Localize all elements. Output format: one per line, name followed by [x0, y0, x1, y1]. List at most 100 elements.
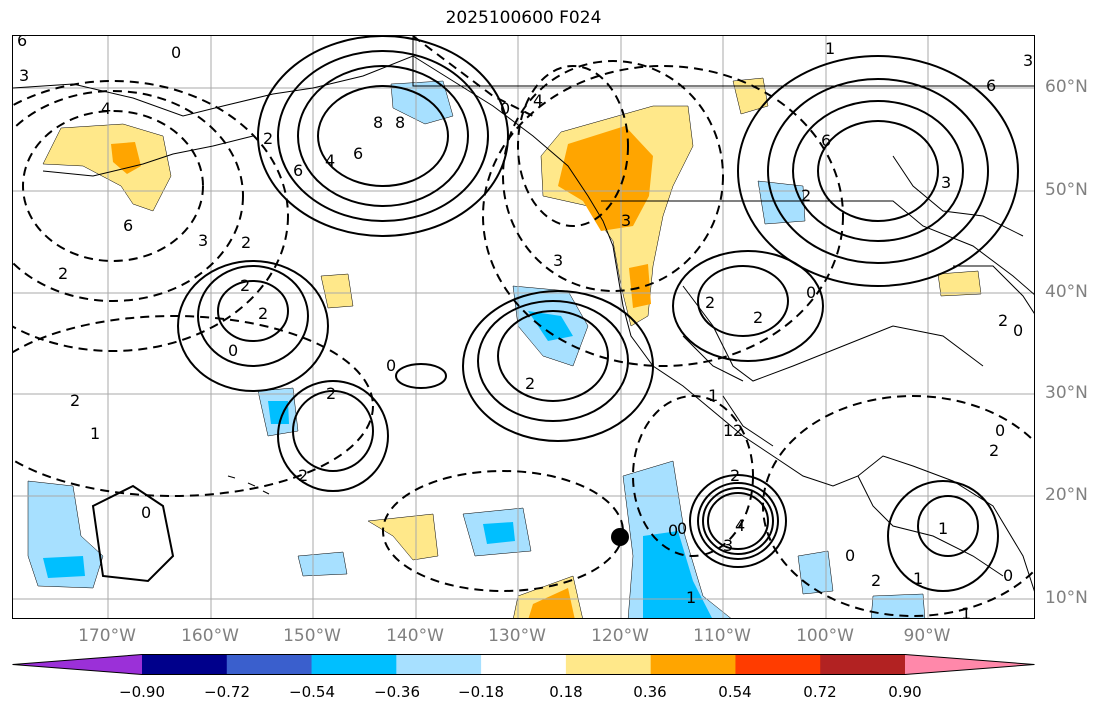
- contour-label: 1: [723, 421, 733, 440]
- lat-tick-label: 60°N: [1045, 77, 1088, 97]
- lat-tick-label: 10°N: [1045, 588, 1088, 608]
- contour-label: 2: [753, 308, 763, 327]
- map-title: 2025100600 F024: [445, 8, 602, 28]
- fill-positive-mid: [558, 126, 653, 231]
- contour-label: 8: [373, 113, 383, 132]
- fill-negative-light: [297, 551, 348, 577]
- contour-label: 0: [1013, 321, 1023, 340]
- colorbar-tick-label: 0.36: [633, 683, 667, 701]
- contour-label: 3: [621, 211, 631, 230]
- colorbar-segment: [820, 654, 906, 675]
- contour-label: 3: [198, 231, 208, 250]
- colorbar-segment: [735, 654, 821, 675]
- contour-label: 1: [708, 386, 718, 405]
- colorbar-segment: [311, 654, 397, 675]
- colorbar-tick-label: 0.90: [888, 683, 922, 701]
- fill-positive-mid: [629, 264, 651, 308]
- lon-tick-label: 90°W: [903, 626, 951, 646]
- coastlines: [13, 36, 1034, 592]
- anomaly-shading: [27, 77, 982, 618]
- contour-label: 8: [395, 113, 405, 132]
- lat-tick-label: 40°N: [1045, 282, 1088, 302]
- colorbar-tick-label: −0.36: [374, 683, 420, 701]
- lat-tick-label: 20°N: [1045, 485, 1088, 505]
- contour-label: 4: [735, 516, 745, 535]
- colorbar-segment: [481, 654, 567, 675]
- contour-label: 2: [801, 186, 811, 205]
- contour-label: 2: [989, 441, 999, 460]
- fill-negative-light: [757, 180, 806, 225]
- colorbar-segment: [905, 654, 1035, 675]
- colorbar-segment: [226, 654, 313, 675]
- contour-label: 0: [386, 356, 396, 375]
- lon-tick-label: 110°W: [693, 626, 751, 646]
- contour-label: 2: [258, 304, 268, 323]
- contour-label: 2: [241, 233, 251, 252]
- colorbar-segments: [12, 654, 1035, 675]
- lon-tick-label: 120°W: [591, 626, 649, 646]
- fill-positive-light: [367, 513, 439, 561]
- fill-negative-mid: [643, 531, 712, 618]
- contour-label: 1: [961, 604, 971, 619]
- lat-tick-label: 30°N: [1045, 383, 1088, 403]
- lon-tick-label: 160°W: [181, 626, 239, 646]
- fill-negative-light: [390, 80, 454, 125]
- map-canvas: 6 3 0 2 4 6 8 6 4 6 3 2 2 2 2 0 2 0 2 1 …: [13, 36, 1034, 619]
- contour-label: 2: [525, 374, 535, 393]
- contour-label: 3: [1023, 51, 1033, 70]
- map-panel: 6 3 0 2 4 6 8 6 4 6 3 2 2 2 2 0 2 0 2 1 …: [12, 35, 1035, 619]
- contour-label: 6: [293, 161, 303, 180]
- colorbar-tick-label: 0.54: [718, 683, 752, 701]
- contour-label: 2: [733, 421, 743, 440]
- contour-label: 2: [705, 293, 715, 312]
- colorbar-segment: [565, 654, 652, 675]
- fill-positive-mid: [528, 588, 575, 618]
- fill-positive-light: [320, 273, 354, 309]
- contour-label: 0: [1003, 566, 1013, 585]
- colorbar-segment: [12, 654, 142, 675]
- contour-label: 0: [141, 503, 151, 522]
- contour-label: 2: [871, 571, 881, 590]
- colorbar-segment: [142, 654, 228, 675]
- fill-positive-light: [732, 77, 769, 115]
- height-contours: [91, 36, 1019, 592]
- lat-tick-label: 50°N: [1045, 180, 1088, 200]
- lon-tick-label: 140°W: [386, 626, 444, 646]
- contour-label: 6: [353, 144, 363, 163]
- contour-label: 3: [723, 536, 733, 555]
- contour-label: 2: [263, 129, 273, 148]
- colorbar-segment: [396, 654, 482, 675]
- fill-negative-light: [797, 550, 834, 595]
- contour-label: 0: [228, 341, 238, 360]
- contour-label: 0: [845, 546, 855, 565]
- contour-label: 3: [941, 173, 951, 192]
- contour-label: 4: [533, 91, 543, 110]
- contour-label: 6: [986, 76, 996, 95]
- contour-label: 2: [730, 466, 740, 485]
- storm-marker: [611, 528, 629, 546]
- lon-tick-label: 100°W: [796, 626, 854, 646]
- fill-positive-light: [42, 123, 172, 212]
- lon-tick-label: 130°W: [488, 626, 546, 646]
- fill-negative-mid: [483, 522, 515, 544]
- contour-label: 3: [19, 66, 29, 85]
- contour-label: 1: [913, 569, 923, 588]
- contour-label: 0: [500, 99, 510, 118]
- lon-tick-label: 170°W: [78, 626, 136, 646]
- contour-label: 2: [326, 384, 336, 403]
- contour-label: 1: [825, 39, 835, 58]
- contour-label: 0: [668, 521, 678, 540]
- contour-label: 6: [821, 131, 831, 150]
- contour-label: 0: [806, 283, 816, 302]
- colorbar-tick-label: −0.54: [289, 683, 335, 701]
- contour-label: 1: [938, 519, 948, 538]
- contour-label: 4: [101, 99, 111, 118]
- contour-label: 6: [17, 36, 27, 50]
- colorbar-segment: [650, 654, 736, 675]
- colorbar-tick-label: −0.90: [119, 683, 165, 701]
- contour-label: 4: [325, 151, 335, 170]
- contour-label: 2: [58, 264, 68, 283]
- contour-label: 0: [995, 421, 1005, 440]
- contour-label: 2: [298, 466, 308, 485]
- fill-negative-mid: [268, 401, 289, 424]
